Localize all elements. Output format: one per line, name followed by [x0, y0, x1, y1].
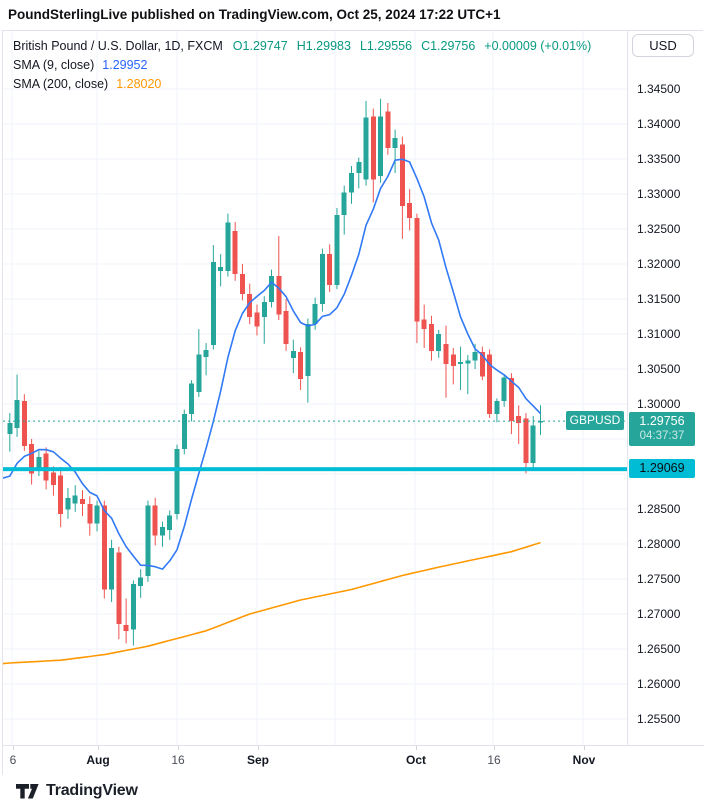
time-tick-label: Nov: [572, 753, 596, 767]
time-tick-mark: [178, 746, 179, 750]
time-tick-mark: [584, 746, 585, 750]
time-tick-mark: [13, 746, 14, 750]
time-tick-mark: [98, 746, 99, 750]
price-tick-label: 1.26500: [637, 642, 681, 656]
price-tick-label: 1.33500: [637, 152, 681, 166]
price-tick-label: 1.31500: [637, 292, 681, 306]
price-chart-pane[interactable]: British Pound / U.S. Dollar, 1D, FXCM O1…: [3, 31, 627, 745]
price-tick-label: 1.28500: [637, 502, 681, 516]
time-tick-mark: [416, 746, 417, 750]
price-tick-label: 1.32500: [637, 222, 681, 236]
time-tick-label: Oct: [405, 753, 427, 767]
price-tick-label: 1.27000: [637, 607, 681, 621]
sma9-value: 1.29952: [102, 57, 148, 72]
price-tick-label: 1.34000: [637, 117, 681, 131]
ohlc-item: C1.29756: [421, 38, 476, 53]
sma200-value: 1.28020: [116, 76, 162, 91]
chart-widget: British Pound / U.S. Dollar, 1D, FXCM O1…: [2, 30, 704, 775]
price-tick-label: 1.34500: [637, 82, 681, 96]
chart-legend: British Pound / U.S. Dollar, 1D, FXCM O1…: [13, 36, 591, 93]
time-tick-mark: [258, 746, 259, 750]
time-tick-mark: [494, 746, 495, 750]
change-value: +0.00009 (+0.01%): [484, 38, 592, 53]
price-tick-label: 1.27500: [637, 572, 681, 586]
price-tick-label: 1.28000: [637, 537, 681, 551]
sma200-legend-row[interactable]: SMA (200, close) 1.28020: [13, 74, 591, 93]
sma9-legend-row[interactable]: SMA (9, close) 1.29952: [13, 55, 591, 74]
ohlc-item: H1.29983: [296, 38, 351, 53]
tradingview-link[interactable]: TradingView: [16, 782, 138, 800]
symbol-price-flag: GBPUSD: [566, 411, 624, 430]
support-level-badge: 1.29069: [629, 459, 695, 478]
symbol-title: British Pound / U.S. Dollar, 1D, FXCM: [13, 38, 223, 53]
time-tick-label: 6: [9, 753, 17, 767]
tradingview-wordmark: TradingView: [46, 782, 138, 799]
price-axis[interactable]: USD 1.34500 1.34000 1.33500 1.33000 1.32500 1…: [627, 31, 703, 745]
price-tick-label: 1.33000: [637, 187, 681, 201]
ohlc-values: O1.29747 H1.29983 L1.29556 C1.29756: [233, 39, 476, 53]
symbol-legend-row[interactable]: British Pound / U.S. Dollar, 1D, FXCM O1…: [13, 36, 591, 55]
last-price-badge: 1.29756 04:37:37: [629, 412, 695, 446]
ohlc-item: O1.29747: [232, 38, 288, 53]
attribution-header: PoundSterlingLive published on TradingVi…: [0, 0, 707, 30]
last-price-value: 1.29756: [639, 414, 685, 428]
price-tick-label: 1.30000: [637, 397, 681, 411]
footer: TradingView: [0, 775, 707, 812]
time-tick-label: 16: [171, 753, 185, 767]
price-tick-label: 1.31000: [637, 327, 681, 341]
price-tick-label: 1.25500: [637, 712, 681, 726]
attribution-text: PoundSterlingLive published on TradingVi…: [8, 7, 501, 22]
time-tick-label: 16: [487, 753, 501, 767]
time-tick-label: Sep: [246, 753, 270, 767]
tradingview-logo-icon: [16, 783, 39, 798]
sma9-label: SMA (9, close): [13, 57, 95, 72]
price-tick-label: 1.26000: [637, 677, 681, 691]
price-tick-label: 1.30500: [637, 362, 681, 376]
bar-countdown: 04:37:37: [639, 430, 685, 442]
price-tick-label: 1.32000: [637, 257, 681, 271]
time-axis[interactable]: 6 Aug 16 Sep Oct 16 Nov: [3, 745, 704, 775]
ohlc-item: L1.29556: [359, 38, 413, 53]
time-tick-label: Aug: [86, 753, 110, 767]
candlestick-chart[interactable]: [3, 31, 627, 745]
sma200-label: SMA (200, close): [13, 76, 109, 91]
currency-toggle-button[interactable]: USD: [632, 34, 694, 57]
